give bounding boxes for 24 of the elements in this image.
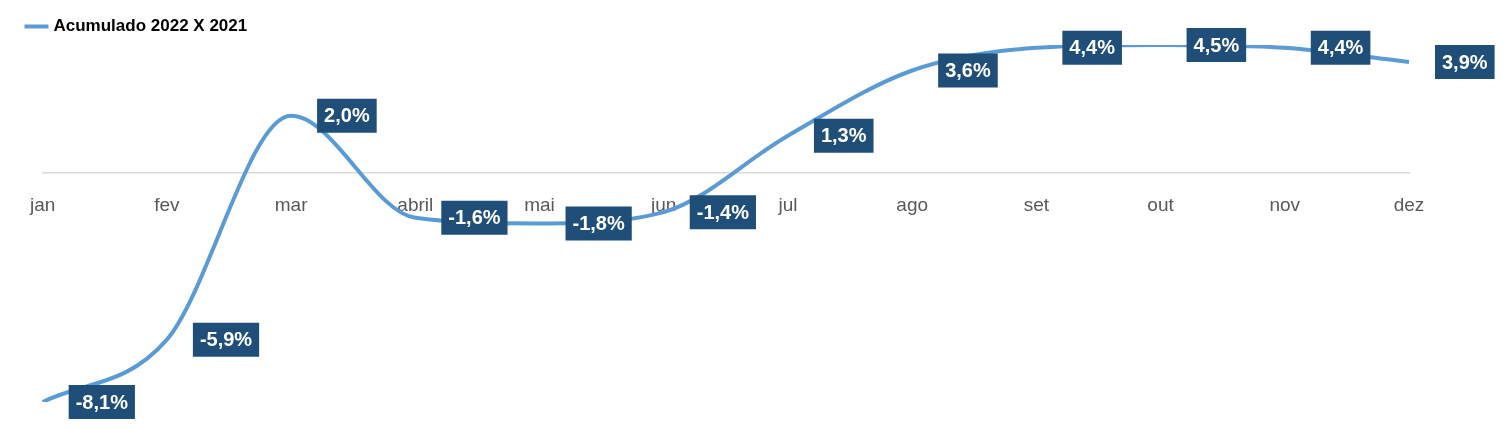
x-tick-label: dez <box>1393 194 1425 216</box>
data-label: -1,6% <box>448 206 501 229</box>
x-tick-label: set <box>1023 194 1050 216</box>
data-label: -8,1% <box>75 390 129 413</box>
x-tick-label: jul <box>777 194 798 216</box>
data-label: 2,0% <box>324 104 370 127</box>
x-tick-label: fev <box>154 194 181 216</box>
x-tick-label: jan <box>29 194 56 216</box>
x-tick-label: mai <box>524 194 555 216</box>
data-label: 4,4% <box>1317 36 1364 59</box>
data-label: -1,8% <box>572 212 625 235</box>
data-label: 1,3% <box>820 124 867 147</box>
x-tick-label: out <box>1147 194 1175 216</box>
data-label: 3,9% <box>1442 50 1488 73</box>
legend-label: Acumulado 2022 X 2021 <box>53 16 248 36</box>
data-label: 4,4% <box>1069 36 1116 59</box>
data-label: 3,6% <box>945 59 991 82</box>
data-label: -1,4% <box>696 200 750 223</box>
x-tick-label: abril <box>397 194 434 216</box>
data-label: 4,5% <box>1193 33 1240 56</box>
x-tick-label: ago <box>896 194 929 216</box>
data-label: -5,9% <box>199 328 253 351</box>
x-tick-label: mar <box>274 194 309 216</box>
x-tick-label: nov <box>1269 194 1301 216</box>
